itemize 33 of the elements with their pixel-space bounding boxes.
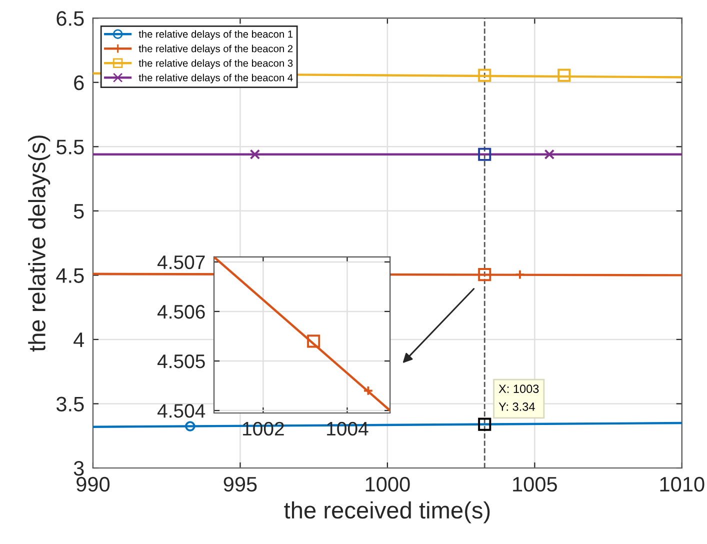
x-tick-label: 1000 [366,476,410,492]
point [514,269,526,280]
y-axis-title: the relative delays(s) [28,136,50,352]
y-tick-label: 4.505 [157,354,205,368]
y-tick-label: 4.5 [56,268,84,283]
y-tick-label: 4.506 [157,304,205,319]
x-tick-label: 1005 [513,476,557,492]
point [478,418,492,431]
x-tick-label: 995 [224,476,257,492]
y-tick-label: 5.5 [56,140,84,154]
legend-label: the relative delays of the beacon 1 [138,30,293,40]
y-tick-label: 4 [74,332,84,348]
point [478,68,492,82]
y-tick-label: 6 [74,75,84,90]
y-tick-label: 3.5 [56,396,84,412]
legend-label: the relative delays of the beacon 4 [138,74,293,84]
point [185,421,196,432]
point [478,148,492,161]
point [558,68,571,82]
y-tick-label: 5 [74,204,84,219]
annotation: X: 1003 Y: 3.34 [498,384,539,411]
y-tick-label: 4.507 [157,255,205,270]
point [544,149,555,160]
y-tick-label: 6.5 [56,11,84,26]
y-tick-label: 3 [74,461,84,476]
y-tick-label: 4.504 [157,404,206,418]
legend-label: the relative delays of the beacon 3 [138,59,293,69]
legend-label: the relative delays of the beacon 2 [138,44,293,54]
point [478,268,492,282]
point [250,149,260,160]
x-axis-title: the received time(s) [284,501,490,524]
x-tick-label: 1010 [660,476,704,492]
x-tick-label: 990 [76,476,110,492]
